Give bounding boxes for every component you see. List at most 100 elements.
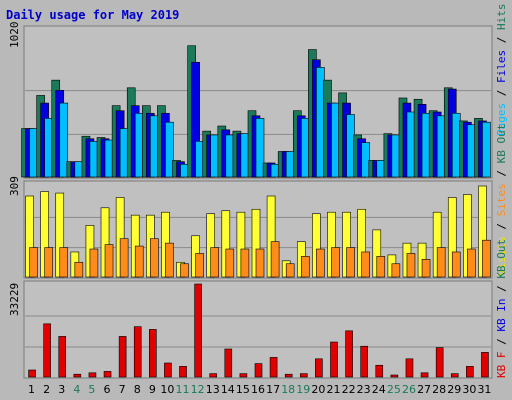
kbytes-bar (28, 369, 36, 378)
kbytes-bar (466, 366, 474, 378)
middle-legend: Visits / Sites / KB Out (495, 124, 508, 276)
bottom-legend: KB F / KB In / KB Out (495, 239, 508, 378)
legend-kbout: KB Out (495, 239, 508, 279)
top-legend: Pages / Files / Hits (495, 4, 508, 137)
kbytes-bar (103, 371, 112, 378)
svg-text:KB F / KB In / KB Out: KB F / KB In / KB Out (495, 239, 508, 378)
kbytes-bar (149, 329, 157, 378)
pages-bar (482, 121, 491, 178)
kbytes-bar (390, 374, 399, 378)
day-label: 25 (387, 383, 401, 396)
legend-hits: Hits (495, 4, 508, 31)
day-label: 26 (402, 383, 416, 396)
day-label: 2 (43, 383, 50, 396)
day-label: 24 (372, 383, 386, 396)
sites-bar (331, 247, 340, 278)
svg-text:Pages / Files / Hits: Pages / Files / Hits (495, 4, 508, 137)
bottom-plot-area (23, 280, 493, 379)
sites-bar (451, 251, 461, 278)
bottom-max-label: 33229 (8, 283, 21, 316)
day-label: 19 (296, 383, 310, 396)
kbytes-bar (239, 373, 248, 378)
kbytes-bar (118, 336, 127, 378)
sites-bar (225, 248, 235, 278)
kbytes-bar (284, 373, 293, 378)
sites-bar (195, 253, 204, 278)
day-label: 22 (342, 383, 356, 396)
day-label: 31 (477, 383, 491, 396)
sites-bar (134, 245, 144, 278)
legend-files: Files (495, 50, 508, 83)
sites-bar (482, 239, 491, 278)
kbytes-bar (209, 373, 218, 378)
sites-bar (300, 256, 310, 278)
day-label: 1 (28, 383, 35, 396)
chart-title: Daily usage for May 2019 (6, 8, 179, 22)
top-max-label: 1020 (8, 22, 21, 49)
sites-bar (150, 238, 159, 278)
pages-bar (59, 102, 69, 178)
day-label: 23 (357, 383, 371, 396)
sites-bar (436, 247, 446, 278)
kbytes-bar (420, 372, 429, 378)
top-bars (21, 45, 491, 178)
sites-bar (285, 263, 295, 278)
kbytes-bar (88, 372, 97, 378)
day-label: 9 (149, 383, 156, 396)
bottom-bars (25, 283, 491, 378)
day-label: 10 (160, 383, 174, 396)
sites-bar (89, 248, 99, 278)
day-axis-labels: 1 2 3 4 5 6 7 8 9 10 11 12 13 14 15 16 17 18 19 20 21 22 23 24 2… (28, 383, 491, 396)
day-label: 5 (88, 383, 95, 396)
kbytes-bar (133, 326, 142, 378)
kbytes-bar (450, 373, 459, 378)
legend-sites: Sites (495, 183, 508, 216)
legend-kbin: KB In (495, 299, 508, 332)
day-label: 8 (134, 383, 141, 396)
pages-bar (255, 118, 265, 178)
kbytes-bar (224, 348, 233, 378)
day-label: 18 (281, 383, 295, 396)
sites-bar (29, 247, 38, 278)
kbytes-bar (481, 352, 489, 378)
pages-bar (361, 142, 370, 178)
middle-max-label: 309 (8, 176, 21, 196)
pages-bar (165, 121, 174, 178)
sites-bar (44, 247, 53, 278)
sites-bar (316, 248, 325, 278)
kbytes-bar (299, 373, 308, 378)
middle-bars (25, 185, 491, 278)
legend-visits: Visits (495, 236, 508, 276)
sites-bar (119, 238, 129, 278)
kbytes-bar (315, 358, 323, 378)
day-label: 4 (73, 383, 80, 396)
legend-kbout-mid: KB Out (495, 124, 508, 164)
kbytes-bar (269, 357, 278, 378)
sites-bar (180, 263, 189, 278)
kbytes-panel (23, 280, 493, 379)
sites-bar (376, 256, 386, 278)
day-label: 11 (176, 383, 190, 396)
sites-bar (391, 263, 401, 278)
day-label: 29 (447, 383, 461, 396)
sites-bar (421, 259, 431, 278)
day-label: 13 (206, 383, 220, 396)
sites-bar (346, 247, 355, 278)
day-label: 6 (104, 383, 111, 396)
kbytes-bar (73, 373, 82, 378)
sites-bar (210, 247, 220, 278)
sites-bar (255, 248, 265, 278)
day-label: 30 (462, 383, 476, 396)
day-label: 17 (266, 383, 280, 396)
legend-pages: Pages (495, 103, 508, 136)
kbytes-bar (360, 345, 368, 378)
kbytes-bar (254, 363, 263, 378)
sites-bar (240, 248, 250, 278)
day-label: 16 (251, 383, 265, 396)
kbytes-bar (375, 364, 384, 378)
sites-bar (59, 247, 69, 278)
day-label: 20 (311, 383, 325, 396)
day-label: 14 (221, 383, 235, 396)
sites-bar (406, 253, 416, 278)
